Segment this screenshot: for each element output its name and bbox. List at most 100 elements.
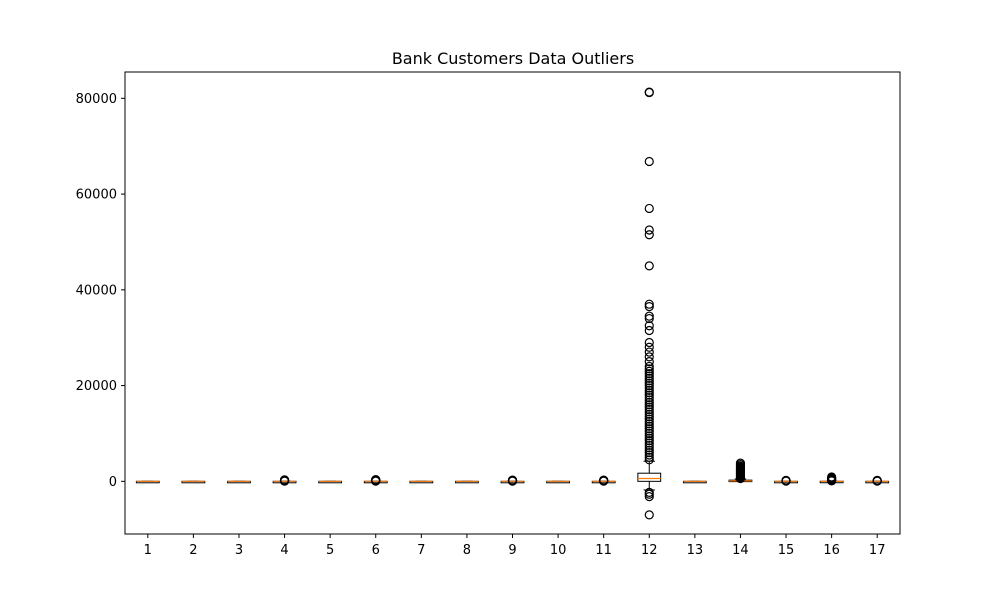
- plot-marks: [135, 87, 890, 520]
- outlier-point: [644, 452, 654, 462]
- outlier-point: [644, 337, 654, 348]
- outlier-point: [644, 404, 654, 415]
- x-axis: 1 2 3 4 5 6 7 8 9 10 11 12 13 14 15 16 17: [144, 534, 886, 558]
- outlier-point: [644, 364, 654, 374]
- outlier-point: [644, 299, 654, 309]
- outlier-point: [644, 366, 654, 376]
- outlier-point: [644, 424, 654, 434]
- box-7: [409, 480, 434, 484]
- y-tick-label: 60000: [76, 188, 117, 203]
- outlier-point: [599, 475, 609, 485]
- plot-frame: [124, 71, 901, 535]
- outlier-point: [644, 325, 654, 336]
- x-tick-label: 1: [144, 543, 152, 558]
- outlier-point: [644, 388, 654, 398]
- outlier-point: [644, 378, 654, 388]
- outlier-point: [644, 311, 654, 321]
- y-tick-label: 40000: [76, 283, 117, 298]
- outlier-point: [644, 392, 654, 403]
- outlier-point: [644, 376, 654, 386]
- outlier-point: [644, 347, 654, 357]
- x-tick-label: 6: [372, 543, 380, 558]
- y-tick-label: 80000: [76, 92, 117, 107]
- outlier-point: [872, 475, 882, 485]
- box-3: [227, 480, 251, 484]
- outlier-point: [644, 357, 654, 367]
- outlier-point: [644, 203, 654, 214]
- outlier-point: [644, 400, 654, 410]
- box-12: [637, 87, 662, 520]
- outlier-point: [644, 371, 654, 381]
- outlier-point: [644, 510, 654, 520]
- outlier-point: [644, 390, 654, 400]
- box-1: [135, 480, 160, 484]
- outlier-point: [644, 225, 654, 235]
- outlier-point: [644, 87, 654, 97]
- x-tick-label: 9: [508, 543, 516, 558]
- outlier-point: [279, 475, 290, 485]
- x-tick-label: 12: [641, 543, 658, 558]
- box-16: [819, 472, 844, 486]
- x-tick-label: 2: [189, 543, 197, 558]
- outlier-point: [644, 455, 654, 465]
- outlier-point: [644, 436, 654, 446]
- outlier-point: [644, 380, 654, 391]
- outlier-point: [644, 407, 654, 417]
- x-tick-label: 5: [326, 543, 334, 558]
- outlier-point: [735, 458, 746, 468]
- outlier-point: [644, 361, 654, 372]
- outlier-point: [781, 475, 791, 485]
- outlier-point: [644, 321, 654, 331]
- x-tick-label: 8: [463, 543, 471, 558]
- outlier-point: [644, 385, 654, 395]
- outlier-point: [644, 445, 654, 455]
- outlier-point: [644, 402, 654, 412]
- box-15: [774, 475, 798, 486]
- outlier-point: [371, 475, 381, 485]
- y-tick-label: 20000: [76, 379, 117, 394]
- outlier-point: [644, 448, 654, 458]
- x-tick-label: 4: [280, 543, 288, 558]
- outlier-point: [644, 342, 654, 352]
- outlier-point: [827, 472, 837, 482]
- box-11: [591, 475, 616, 486]
- outlier-point: [644, 395, 654, 405]
- outlier-point: [644, 230, 654, 240]
- box-14: [728, 458, 753, 484]
- x-tick-label: 16: [823, 543, 840, 558]
- box-4: [272, 475, 297, 486]
- x-tick-label: 15: [778, 543, 795, 558]
- outlier-point: [644, 383, 654, 393]
- x-tick-label: 10: [550, 543, 567, 558]
- x-tick-label: 14: [732, 543, 749, 558]
- box-5: [318, 480, 343, 484]
- outlier-point: [644, 450, 654, 460]
- outlier-point: [644, 431, 654, 441]
- box-6: [363, 475, 388, 486]
- box-2: [181, 480, 206, 484]
- outlier-point: [644, 433, 654, 443]
- x-tick-label: 17: [869, 543, 886, 558]
- outlier-point: [644, 156, 654, 167]
- outlier-point: [644, 313, 654, 324]
- outlier-point: [644, 421, 654, 431]
- outlier-point: [644, 301, 654, 312]
- outlier-point: [644, 489, 654, 499]
- x-tick-label: 3: [235, 543, 243, 558]
- outlier-point: [644, 426, 654, 436]
- box-13: [682, 480, 707, 484]
- outlier-point: [644, 369, 654, 379]
- outlier-point: [644, 416, 654, 427]
- outlier-point: [644, 428, 654, 439]
- outlier-point: [644, 373, 654, 384]
- box-8: [455, 480, 479, 484]
- outlier-point: [644, 261, 654, 271]
- outlier-point: [644, 440, 654, 451]
- outlier-point: [644, 397, 654, 407]
- box-body: [637, 472, 662, 482]
- outlier-point: [644, 419, 654, 429]
- x-tick-label: 11: [595, 543, 612, 558]
- box-10: [546, 480, 570, 484]
- outlier-point: [644, 443, 654, 453]
